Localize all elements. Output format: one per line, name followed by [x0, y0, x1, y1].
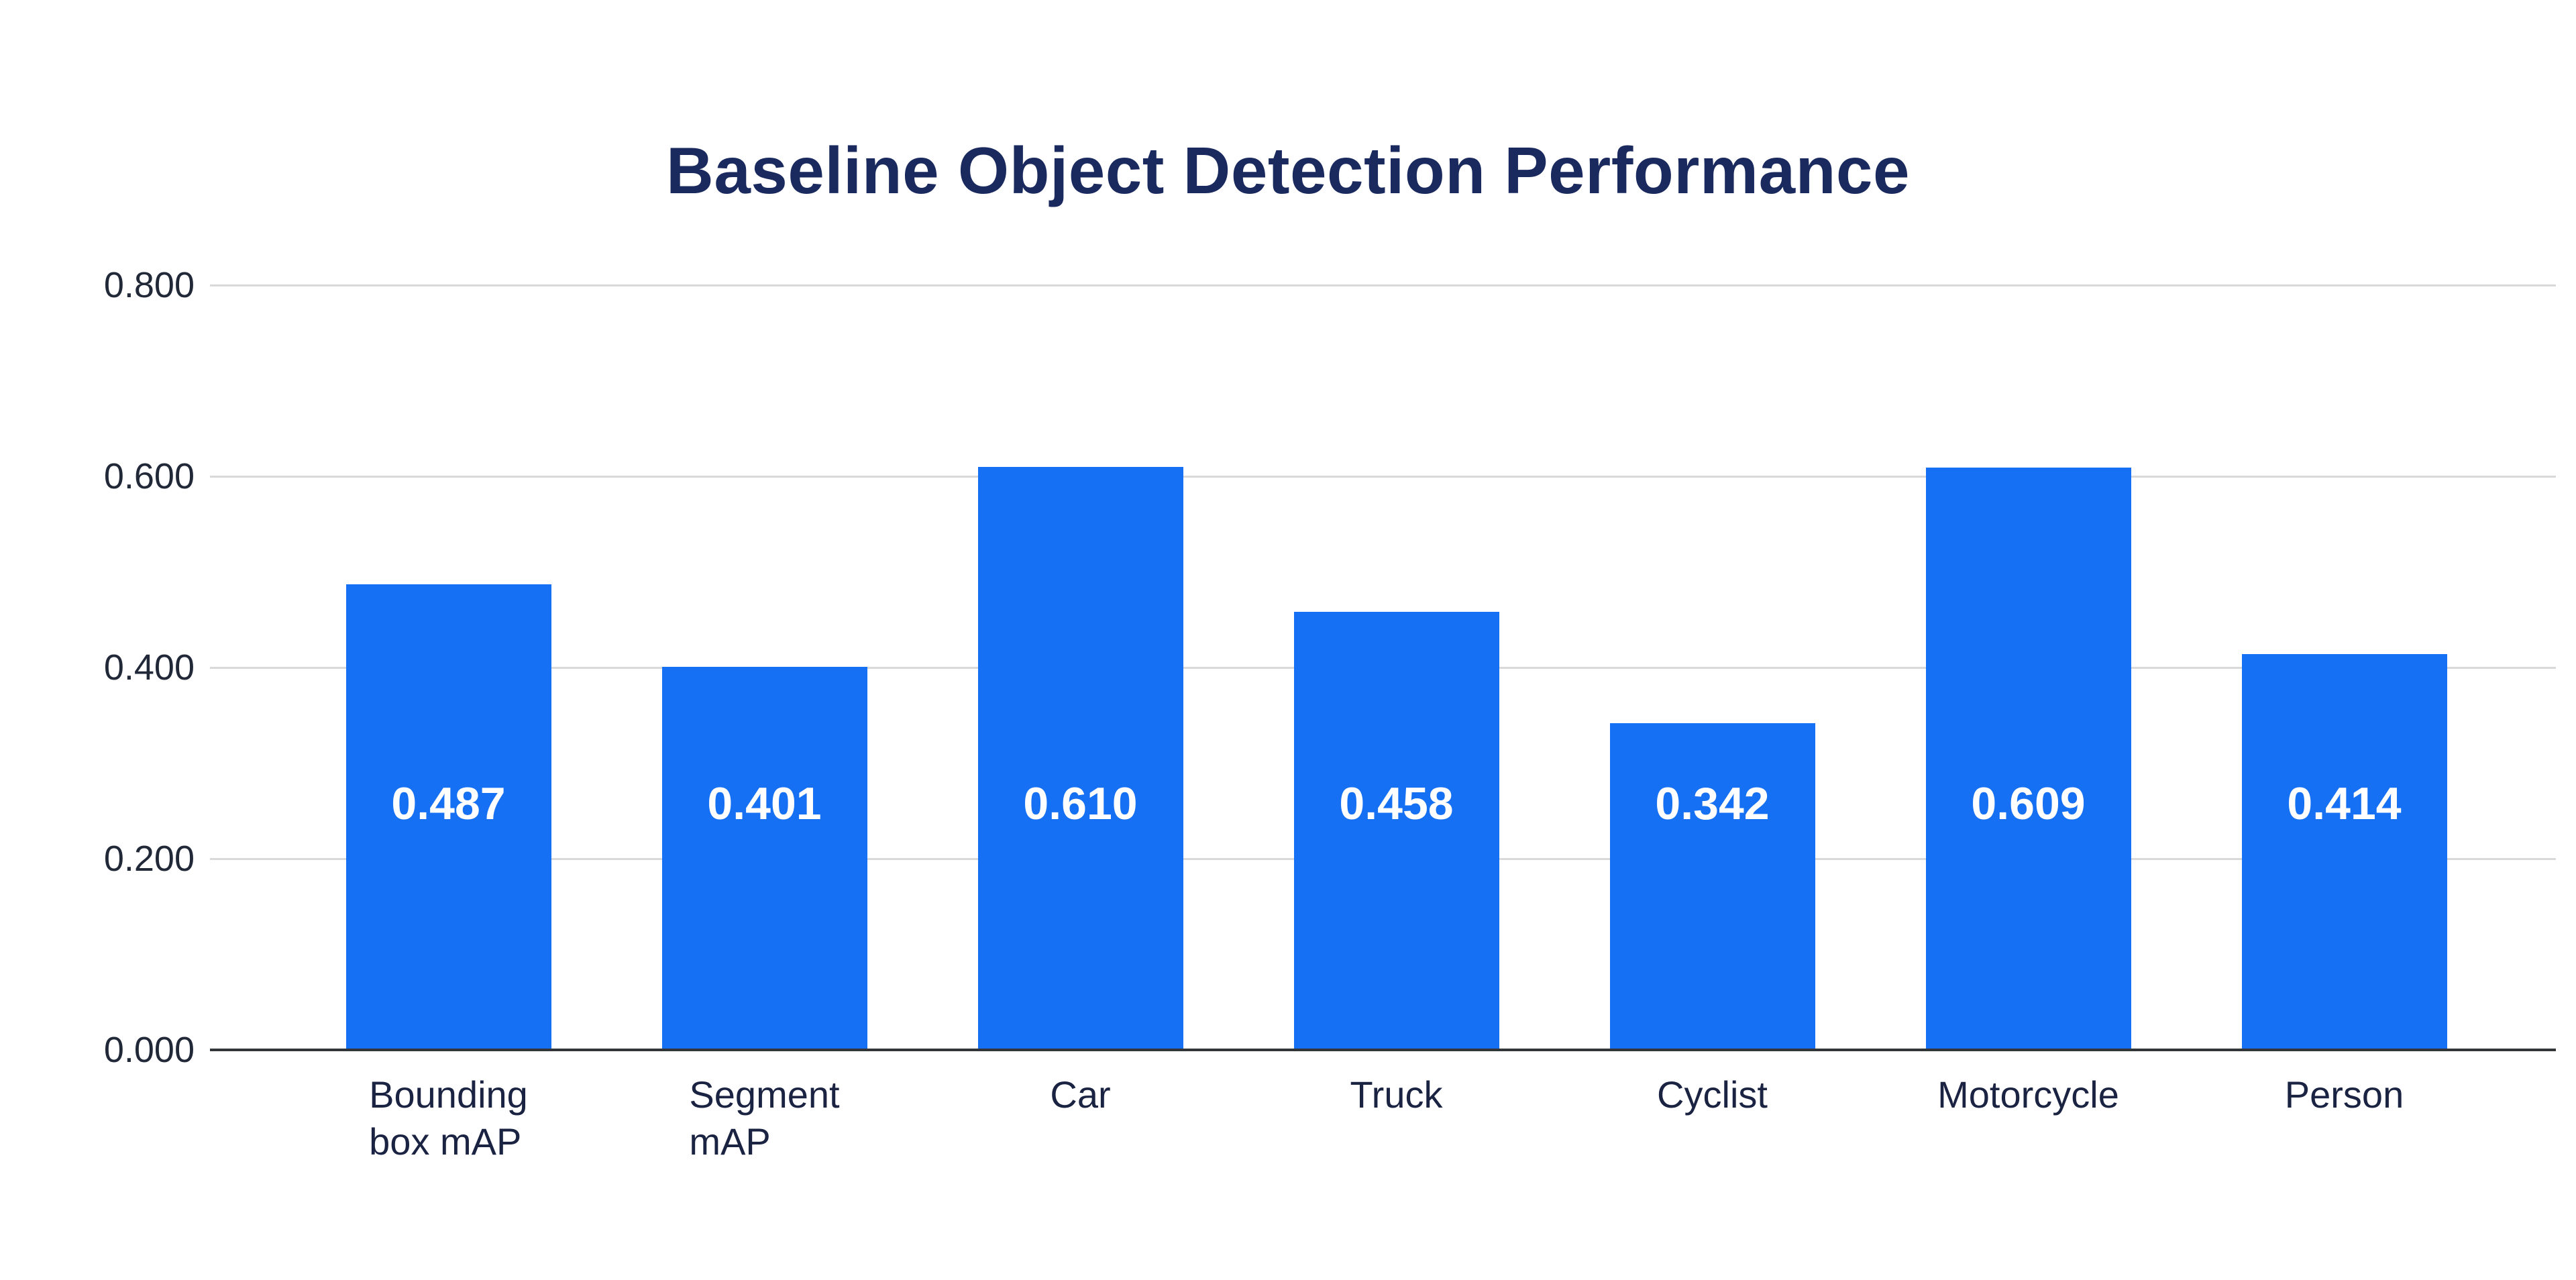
bar-cyclist: 0.342 [1609, 723, 1815, 1050]
category-label-segment-map: Segment mAP [689, 1073, 840, 1163]
y-tick-label-0.000: 0.000 [103, 1030, 195, 1070]
bar-value-label-car: 0.610 [1023, 778, 1138, 829]
bar-slot-person: 0.414 Person [2186, 285, 2502, 1116]
y-tick-label-0.800: 0.800 [103, 265, 195, 305]
bar-truck: 0.458 [1293, 612, 1499, 1050]
bar-slot-truck: 0.458 Truck [1238, 285, 1554, 1116]
plot-area: 0.487 Bounding box mAP 0.401 Segment mAP 0.6… [210, 284, 2556, 1163]
bar-bounding-box-map: 0.487 [345, 584, 551, 1050]
bar-segment-map: 0.401 [661, 666, 867, 1050]
category-label-cyclist: Cyclist [1657, 1073, 1768, 1116]
bar-person: 0.414 [2241, 654, 2447, 1050]
bar-slot-segment-map: 0.401 Segment mAP [606, 285, 922, 1163]
y-tick-label-0.200: 0.200 [103, 839, 195, 879]
bar-value-label-segment-map: 0.401 [707, 778, 822, 829]
bar-slot-motorcycle: 0.609 Motorcycle [1870, 285, 2186, 1116]
category-label-bounding-box-map: Bounding box mAP [369, 1073, 528, 1163]
y-tick-label-0.400: 0.400 [103, 647, 195, 688]
bars-container: 0.487 Bounding box mAP 0.401 Segment mAP 0.6… [290, 285, 2502, 1163]
bar-value-label-person: 0.414 [2287, 778, 2402, 829]
category-label-truck: Truck [1350, 1073, 1443, 1116]
bar-value-label-cyclist: 0.342 [1655, 778, 1770, 829]
bar-value-label-truck: 0.458 [1339, 778, 1454, 829]
bar-car: 0.610 [977, 466, 1183, 1050]
category-label-car: Car [1050, 1073, 1111, 1116]
category-label-person: Person [2284, 1073, 2404, 1116]
chart-title: Baseline Object Detection Performance [666, 134, 1910, 207]
bar-motorcycle: 0.609 [1925, 468, 2131, 1050]
bar-slot-car: 0.610 Car [922, 285, 1238, 1116]
bar-value-label-bounding-box-map: 0.487 [391, 778, 506, 829]
gridline-0.800 [210, 284, 2556, 286]
gridline-0.600 [210, 475, 2556, 478]
y-tick-label-0.600: 0.600 [103, 456, 195, 496]
bar-slot-cyclist: 0.342 Cyclist [1554, 285, 1870, 1116]
bar-value-label-motorcycle: 0.609 [1971, 778, 2086, 829]
bar-slot-bounding-box-map: 0.487 Bounding box mAP [290, 285, 606, 1163]
y-axis-labels: 0.800 0.600 0.400 0.200 0.000 [0, 267, 195, 1068]
category-label-motorcycle: Motorcycle [1937, 1073, 2119, 1116]
x-axis-line [210, 1049, 2556, 1051]
